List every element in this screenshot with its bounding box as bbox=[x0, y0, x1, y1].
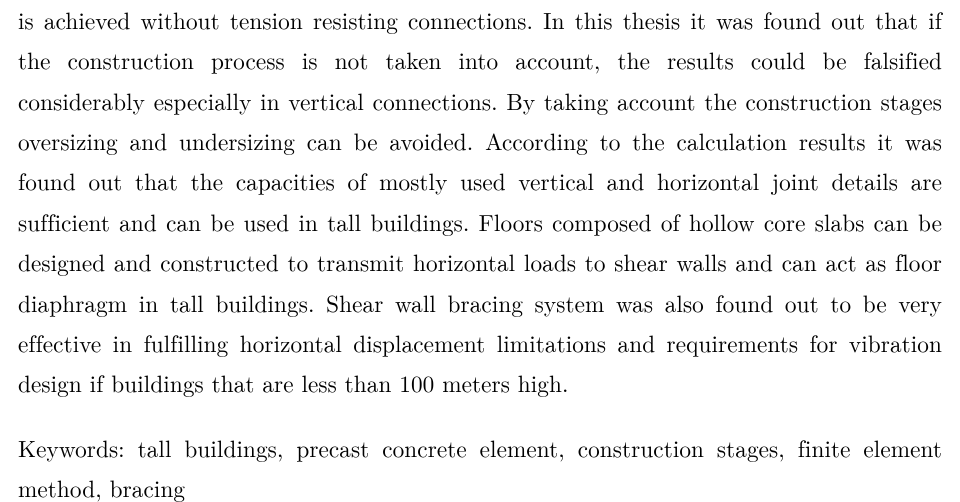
document-page: is achieved without tension resisting co… bbox=[0, 0, 960, 502]
keywords-text: Keywords: tall buildings, precast concre… bbox=[18, 428, 942, 502]
abstract-body-text: is achieved without tension resisting co… bbox=[18, 0, 942, 404]
